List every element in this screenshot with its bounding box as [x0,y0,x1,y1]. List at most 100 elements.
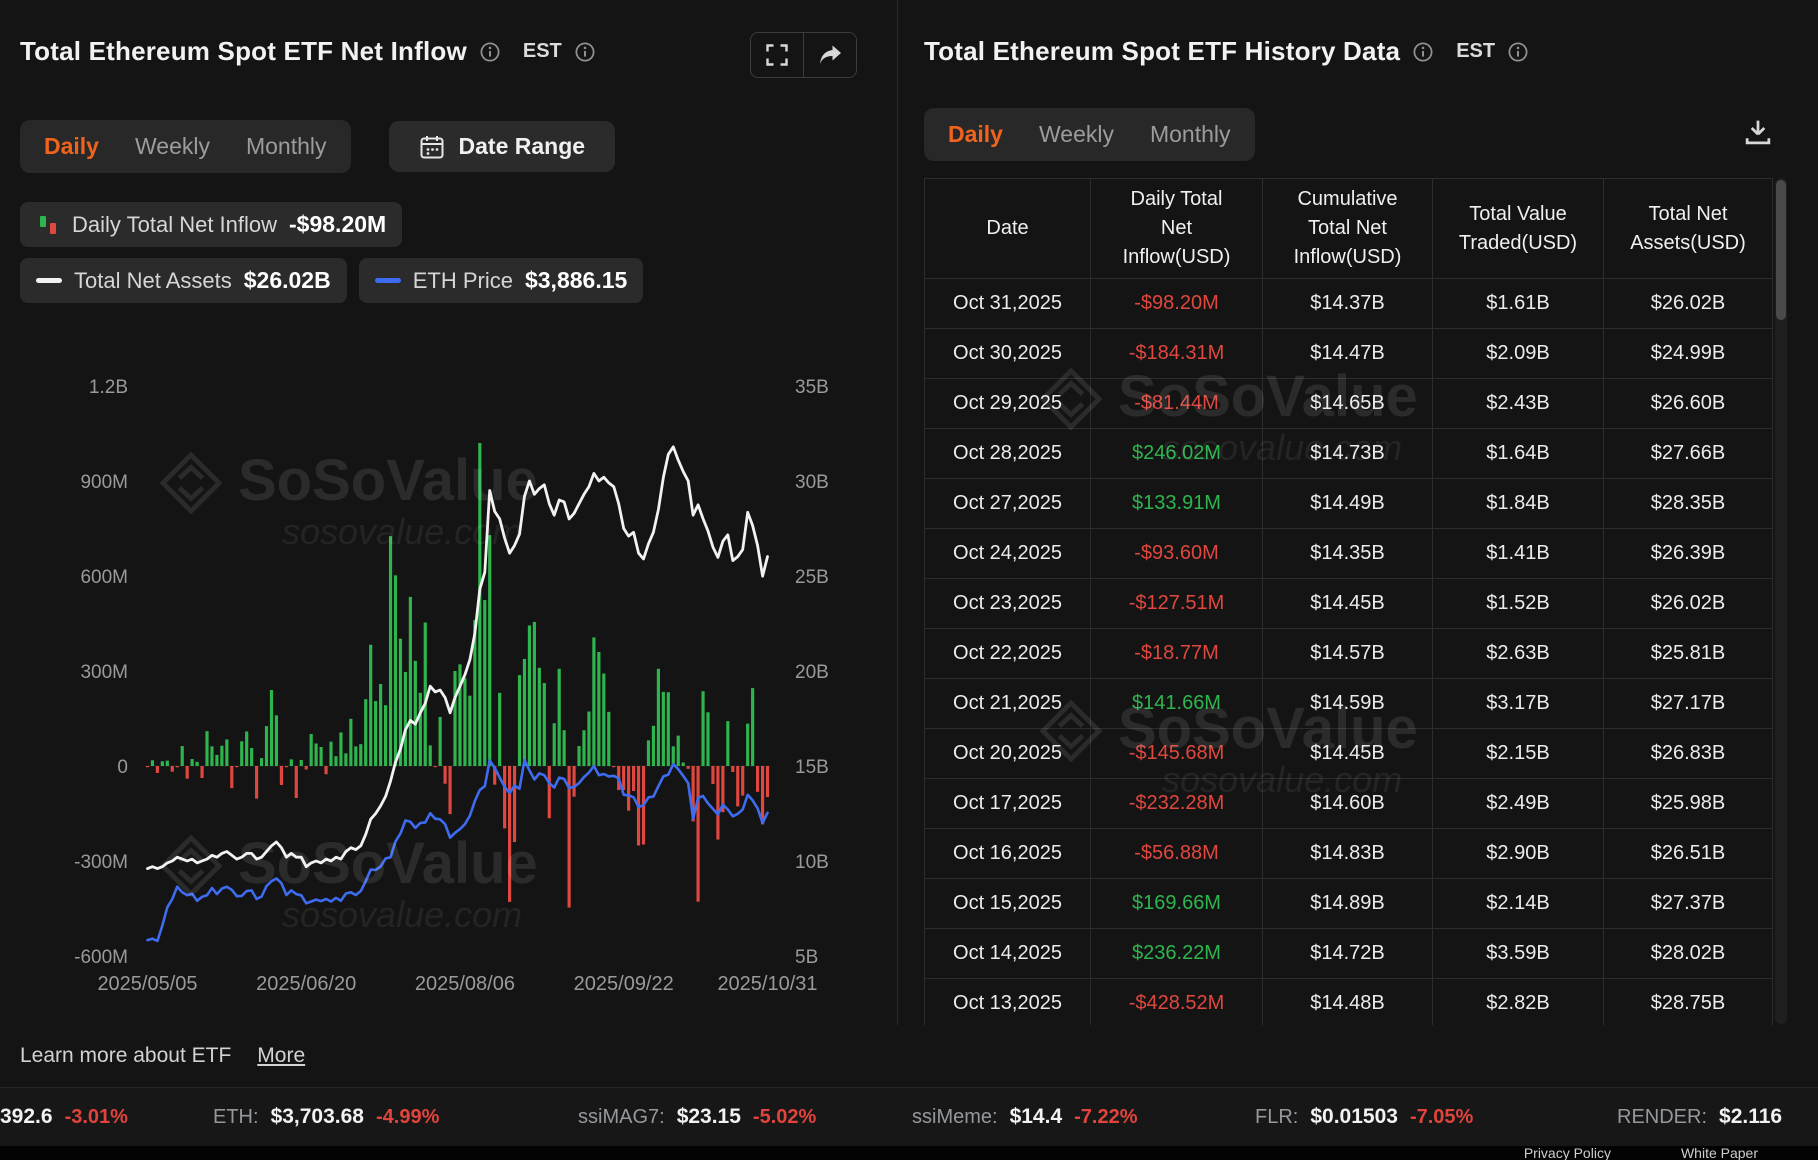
history-interval-tabs: Daily Weekly Monthly [924,108,1255,161]
inflow-tab-monthly[interactable]: Monthly [245,133,327,159]
info-icon[interactable] [479,41,501,63]
net-inflow-panel: Total Ethereum Spot ETF Net Inflow EST D… [0,0,897,1025]
table-cell-net-assets: $27.17B [1604,679,1773,729]
chart-action-buttons [750,32,857,78]
learn-more-text: Learn more about ETF [20,1044,232,1067]
right-axis-label: 25B [795,567,829,588]
inflow-bar [448,766,452,815]
info-icon[interactable] [1507,41,1529,63]
inflow-bar [656,668,660,766]
date-range-button[interactable]: Date Range [388,121,616,172]
button-divider [803,33,804,77]
ticker-item[interactable]: ssiMAG7: $23.15 -5.02% [578,1105,816,1129]
history-tab-weekly[interactable]: Weekly [1038,121,1114,147]
right-axis-label: 10B [795,852,829,873]
footer-link[interactable]: Privacy Policy [1523,1146,1611,1160]
table-cell-daily-inflow: $133.91M [1091,479,1263,529]
legend-value: -$98.20M [289,211,387,237]
table-cell-net-assets: $26.02B [1604,579,1773,629]
net-inflow-header: Total Ethereum Spot ETF Net Inflow EST [20,36,596,67]
left-axis-label: -300M [74,852,128,873]
inflow-bar [433,766,437,768]
inflow-bar [517,675,522,766]
inflow-bar [235,766,239,768]
inflow-tab-daily[interactable]: Daily [44,133,99,159]
inflow-bar [438,716,442,766]
inflow-bar [453,671,457,766]
ticker-label: FLR: [1255,1106,1299,1128]
legend-label: Total Net Assets [74,267,232,293]
ticker-change: -7.05% [1409,1106,1474,1128]
inflow-bar [572,766,576,797]
inflow-bar [716,766,720,840]
date-range-label: Date Range [458,133,586,159]
inflow-bar [473,620,477,766]
inflow-bar [369,644,373,766]
fullscreen-button[interactable] [751,33,803,77]
table-cell-value-traded: $2.43B [1433,379,1604,429]
table-header-daily-inflow: Daily Total Net Inflow(USD) [1091,179,1263,279]
ticker-item[interactable]: FLR: $0.01503 -7.05% [1255,1105,1473,1129]
inflow-bar [751,688,755,766]
left-axis-label: 300M [80,662,128,683]
history-tab-daily[interactable]: Daily [948,121,1003,147]
legend-total-net-assets[interactable]: Total Net Assets $26.02B [20,258,347,303]
table-cell-cumulative-inflow: $14.72B [1263,929,1433,979]
table-cell-date: Oct 16,2025 [925,829,1091,879]
inflow-bar [269,690,274,766]
download-button[interactable] [1742,116,1774,151]
inflow-bar [165,760,169,766]
left-axis-label: 1.2B [89,377,128,398]
table-cell-date: Oct 31,2025 [925,279,1091,329]
inflow-bar [205,731,209,766]
inflow-bar [567,766,571,908]
legend-value: $26.02B [243,267,331,293]
inflow-bar [284,766,288,768]
ticker-value: 392.6 [0,1105,53,1128]
inflow-bar [627,766,631,811]
inflow-bar [468,695,472,766]
info-icon[interactable] [1412,41,1434,63]
inflow-bar [483,600,487,766]
blue-line-icon [374,278,401,283]
info-icon[interactable] [574,41,596,63]
ticker-item[interactable]: ETH: $3,703.68 -4.99% [213,1105,439,1129]
more-link[interactable]: More [257,1044,306,1067]
table-cell-cumulative-inflow: $14.83B [1263,829,1433,879]
right-axis-label: 15B [795,757,829,778]
table-cell-value-traded: $1.61B [1433,279,1604,329]
history-tab-monthly[interactable]: Monthly [1149,121,1231,147]
table-cell-net-assets: $26.60B [1604,379,1773,429]
table-cell-daily-inflow: -$428.52M [1091,979,1263,1025]
footer-link[interactable]: White Paper [1680,1146,1758,1160]
ticker-item[interactable]: RENDER: $2.116 [1617,1105,1782,1129]
table-cell-value-traded: $3.17B [1433,679,1604,729]
left-axis-label: 600M [80,567,128,588]
table-scrollbar[interactable] [1775,178,1787,1024]
ticker-label: ETH: [213,1106,259,1128]
inflow-bar [587,711,591,766]
legend-eth-price[interactable]: ETH Price $3,886.15 [358,258,644,303]
ticker-item[interactable]: 392.6 -3.01% [0,1105,128,1129]
footer-links: Privacy Policy White Paper [0,1146,1818,1160]
table-cell-net-assets: $27.66B [1604,429,1773,479]
share-button[interactable] [804,33,856,77]
table-cell-value-traded: $1.84B [1433,479,1604,529]
right-axis-label: 35B [795,377,829,398]
inflow-tab-weekly[interactable]: Weekly [134,133,210,159]
inflow-bar [527,625,532,766]
net-inflow-chart[interactable]: 1.2B 900M 600M 300M 0 -300M -600M 35B 30B 25B 20B 1… [0,338,880,1018]
legend-daily-net-inflow[interactable]: Daily Total Net Inflow -$98.20M [20,202,403,247]
ticker-item[interactable]: ssiMeme: $14.4 -7.22% [912,1105,1138,1129]
inflow-bar [240,741,244,766]
inflow-bar [145,766,150,768]
table-cell-daily-inflow: -$232.28M [1091,779,1263,829]
inflow-bar [537,667,541,766]
inflow-bar [403,671,407,766]
scrollbar-thumb[interactable] [1776,180,1786,320]
ticker-change: -3.01% [64,1106,128,1128]
net-inflow-title: Total Ethereum Spot ETF Net Inflow [20,36,467,66]
ticker-change: -7.22% [1074,1106,1138,1128]
table-cell-cumulative-inflow: $14.37B [1263,279,1433,329]
x-axis-label: 2025/05/05 [97,973,197,995]
